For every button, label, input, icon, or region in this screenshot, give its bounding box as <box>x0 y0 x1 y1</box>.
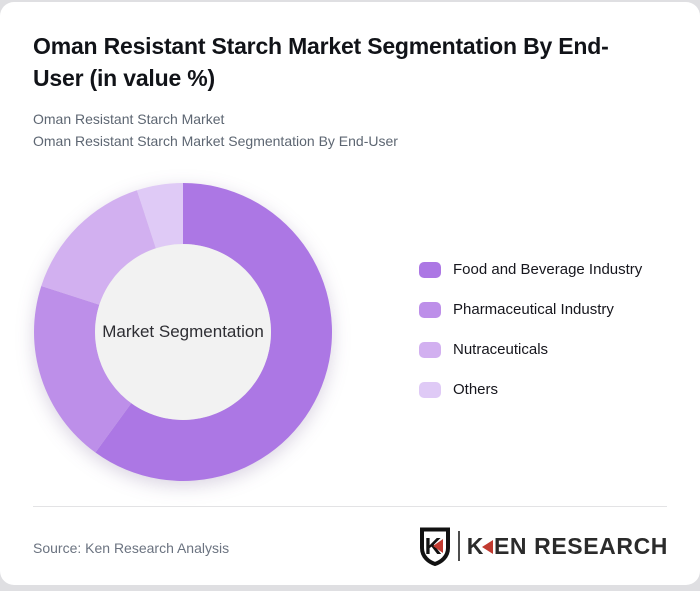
chart-legend: Food and Beverage Industry Pharmaceutica… <box>419 261 642 398</box>
ken-research-shield-icon: K <box>419 527 450 566</box>
source-text: Source: Ken Research Analysis <box>33 540 230 556</box>
legend-label: Others <box>453 381 499 398</box>
legend-label: Food and Beverage Industry <box>453 261 643 278</box>
logo-wordmark: K EN RESEARCH <box>467 533 668 560</box>
donut-slice-pharmaceutical-industry[interactable] <box>33 285 132 453</box>
donut-chart-svg <box>33 183 332 481</box>
donut-slice-others[interactable] <box>136 183 183 249</box>
chart-subtitle-line2: Oman Resistant Starch Market Segmentatio… <box>33 132 398 149</box>
donut-chart: Market Segmentation <box>33 182 333 482</box>
chart-title: Oman Resistant Starch Market Segmentatio… <box>33 33 609 91</box>
chart-subtitle: Oman Resistant Starch Market Oman Resist… <box>33 109 398 152</box>
footer-divider <box>33 506 667 507</box>
legend-item-food-and-beverage-industry[interactable]: Food and Beverage Industry <box>419 261 642 278</box>
logo-wordmark-rest: EN RESEARCH <box>493 532 668 559</box>
logo-wordmark-k: K <box>466 532 484 559</box>
legend-swatch-icon <box>419 301 441 318</box>
chart-subtitle-line1: Oman Resistant Starch Market <box>33 111 225 127</box>
donut-slice-nutraceuticals[interactable] <box>41 190 156 305</box>
legend-swatch-icon <box>419 341 441 358</box>
donut-hole <box>95 244 271 420</box>
legend-item-others[interactable]: Others <box>419 381 642 398</box>
legend-swatch-icon <box>419 381 441 398</box>
logo-separator <box>457 531 460 561</box>
legend-item-pharmaceutical-industry[interactable]: Pharmaceutical Industry <box>419 301 642 318</box>
legend-label: Pharmaceutical Industry <box>453 301 614 318</box>
red-left-triangle-icon <box>481 540 493 554</box>
ken-research-logo: K K EN RESEARCH <box>419 526 668 566</box>
legend-swatch-icon <box>419 261 441 278</box>
legend-item-nutraceuticals[interactable]: Nutraceuticals <box>419 341 642 358</box>
donut-slice-food-and-beverage-industry[interactable] <box>95 183 332 481</box>
legend-label: Nutraceuticals <box>453 341 549 358</box>
